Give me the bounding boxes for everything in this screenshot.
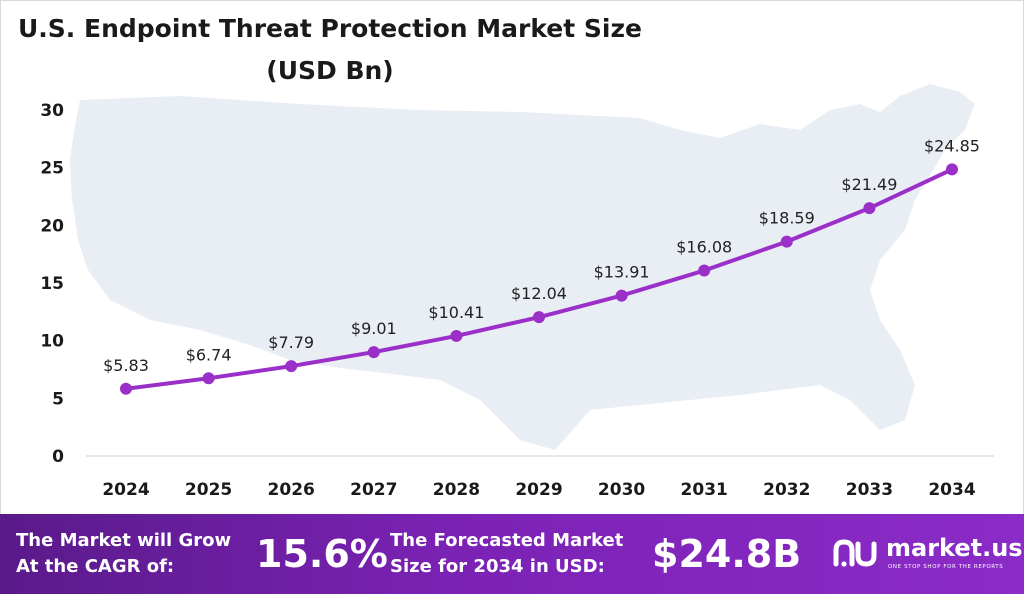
x-tick-label: 2030: [598, 480, 645, 500]
data-points: [120, 163, 958, 395]
x-tick-label: 2029: [515, 480, 562, 500]
forecast-label-line2: Size for 2034 in USD:: [390, 556, 605, 577]
forecast-label-line1: The Forecasted Market: [390, 530, 624, 551]
data-point: [615, 289, 628, 302]
data-point: [202, 372, 215, 385]
x-axis: 2024 2025 2026 2027 2028 2029 2030 2031 2032 2033…: [102, 480, 975, 500]
x-tick-label: 2031: [681, 480, 728, 500]
y-axis: 0 5 10 15 20 25 30: [40, 101, 64, 467]
data-labels: $5.83 $6.74 $7.79 $9.01 $10.41 $12.04 $13.91 $1…: [103, 136, 980, 374]
data-label: $18.59: [759, 209, 815, 228]
data-label: $12.04: [511, 284, 567, 303]
data-label: $16.08: [676, 238, 732, 257]
data-point: [946, 163, 958, 176]
data-label: $21.49: [841, 175, 897, 194]
y-tick-label: 30: [40, 101, 64, 121]
x-tick-label: 2025: [185, 480, 232, 500]
data-point: [450, 329, 463, 342]
y-tick-label: 15: [40, 274, 64, 294]
brand-tagline: ONE STOP SHOP FOR THE REPORTS: [888, 564, 1004, 570]
data-point: [780, 235, 793, 248]
data-label: $13.91: [594, 263, 650, 282]
forecast-value: $24.8B: [652, 532, 802, 576]
x-tick-label: 2024: [102, 480, 149, 500]
data-point: [863, 202, 876, 215]
data-point: [120, 382, 132, 395]
data-point: [367, 346, 380, 359]
x-tick-label: 2034: [928, 480, 975, 500]
chart-subtitle: (USD Bn): [266, 56, 394, 85]
chart-title: U.S. Endpoint Threat Protection Market S…: [18, 14, 642, 43]
cagr-value: 15.6%: [256, 532, 388, 576]
usa-map-silhouette: [70, 84, 975, 450]
cagr-label-line1: The Market will Grow: [16, 530, 232, 551]
y-tick-label: 20: [40, 216, 64, 236]
data-point: [533, 311, 545, 324]
cagr-label-line2: At the CAGR of:: [16, 556, 175, 577]
data-label: $10.41: [428, 303, 484, 322]
y-tick-label: 0: [52, 447, 64, 467]
y-tick-label: 25: [40, 159, 64, 179]
market-us-logo-icon: [833, 539, 877, 567]
x-tick-label: 2032: [763, 480, 810, 500]
y-tick-label: 5: [52, 389, 64, 409]
brand-name: market.us: [886, 534, 1023, 562]
x-tick-label: 2028: [433, 480, 480, 500]
data-label: $24.85: [924, 136, 980, 155]
data-point: [285, 360, 298, 373]
x-tick-label: 2033: [846, 480, 893, 500]
data-label: $9.01: [351, 319, 397, 338]
data-label: $5.83: [103, 356, 149, 375]
x-tick-label: 2027: [350, 480, 397, 500]
data-label: $7.79: [268, 333, 314, 352]
data-label: $6.74: [186, 345, 232, 364]
x-tick-label: 2026: [268, 480, 315, 500]
y-tick-label: 10: [40, 332, 64, 352]
data-point: [698, 264, 711, 277]
summary-footer: The Market will Grow At the CAGR of: 15.…: [0, 514, 1024, 594]
